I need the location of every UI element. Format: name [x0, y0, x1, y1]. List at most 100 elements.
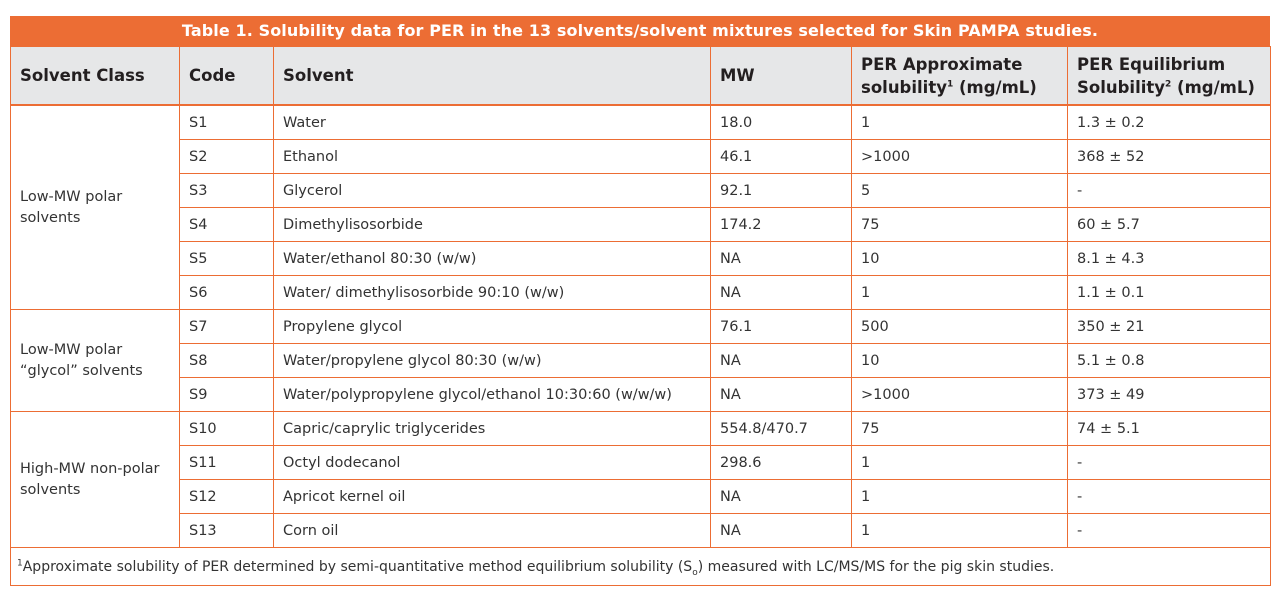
mw-cell: 174.2: [710, 207, 852, 242]
code-cell: S4: [179, 207, 274, 242]
approx-cell: 1: [851, 513, 1068, 548]
header-solvent: Solvent: [273, 46, 711, 106]
approx-cell: 1: [851, 479, 1068, 514]
eq-cell: 368 ± 52: [1067, 139, 1271, 174]
solvent-cell: Ethanol: [273, 139, 711, 174]
solvent-cell: Water/propylene glycol 80:30 (w/w): [273, 343, 711, 378]
footnote-text-a: Approximate solubility of PER determined…: [22, 558, 693, 575]
table-row: Low-MW polar solvents S1 Water 18.0 1 1.3…: [10, 104, 1271, 310]
mw-cell: NA: [710, 377, 852, 412]
solvent-cell: Glycerol: [273, 173, 711, 208]
code-cell: S2: [179, 139, 274, 174]
solvent-cell: Octyl dodecanol: [273, 445, 711, 480]
approx-cell: 75: [851, 207, 1068, 242]
approx-cell: 1: [851, 275, 1068, 310]
class-label-line1: Low-MW polar: [20, 341, 123, 358]
header-mw: MW: [710, 46, 852, 106]
mw-cell: NA: [710, 513, 852, 548]
eq-cell: 74 ± 5.1: [1067, 411, 1271, 446]
header-solvent-class: Solvent Class: [10, 46, 180, 106]
solvent-cell: Water/ethanol 80:30 (w/w): [273, 241, 711, 276]
solvent-cell: Corn oil: [273, 513, 711, 548]
code-cell: S13: [179, 513, 274, 548]
solvent-cell: Dimethylisosorbide: [273, 207, 711, 242]
eq-cell: 350 ± 21: [1067, 309, 1271, 344]
mw-cell: 46.1: [710, 139, 852, 174]
code-cell: S12: [179, 479, 274, 514]
table-title: Table 1. Solubility data for PER in the …: [10, 16, 1270, 46]
eq-cell: -: [1067, 173, 1271, 208]
eq-cell: 5.1 ± 0.8: [1067, 343, 1271, 378]
solubility-table-figure: Table 1. Solubility data for PER in the …: [10, 16, 1271, 586]
table-row: S11 Octyl dodecanol 298.6 1 -: [11, 445, 1271, 480]
approx-cell: >1000: [851, 139, 1068, 174]
approx-cell: 5: [851, 173, 1068, 208]
solvent-class-cell: High-MW non-polar solvents: [10, 411, 180, 548]
code-cell: S11: [179, 445, 274, 480]
header-eq-sup: 2: [1165, 79, 1172, 89]
eq-cell: 60 ± 5.7: [1067, 207, 1271, 242]
code-cell: S1: [179, 104, 274, 140]
footnote-text-b: ) measured with LC/MS/MS for the pig ski…: [697, 558, 1055, 575]
solvent-class-cell: Low-MW polar solvents: [10, 104, 180, 310]
footnote-row: 1Approximate solubility of PER determine…: [10, 547, 1271, 586]
header-row: Solvent Class Code Solvent MW PER Approx…: [10, 46, 1271, 106]
approx-cell: 1: [851, 104, 1068, 140]
approx-cell: 10: [851, 241, 1068, 276]
eq-cell: 1.1 ± 0.1: [1067, 275, 1271, 310]
mw-cell: 92.1: [710, 173, 852, 208]
mw-cell: 18.0: [710, 104, 852, 140]
header-equilibrium-solubility: PER Equilibrium Solubility2 (mg/mL): [1067, 46, 1271, 106]
eq-cell: -: [1067, 445, 1271, 480]
code-cell: S5: [179, 241, 274, 276]
header-approx-line2: solubility: [861, 77, 947, 97]
header-approx-line1: PER Approximate: [861, 54, 1023, 74]
solvent-cell: Propylene glycol: [273, 309, 711, 344]
table-row: S13 Corn oil NA 1 -: [11, 513, 1271, 548]
header-eq-line2: Solubility: [1077, 77, 1166, 97]
footnote: 1Approximate solubility of PER determine…: [10, 547, 1271, 586]
mw-cell: NA: [710, 275, 852, 310]
header-approx-unit: (mg/mL): [953, 77, 1037, 97]
mw-cell: 554.8/470.7: [710, 411, 852, 446]
mw-cell: 298.6: [710, 445, 852, 480]
eq-cell: -: [1067, 513, 1271, 548]
solvent-cell: Apricot kernel oil: [273, 479, 711, 514]
eq-cell: -: [1067, 479, 1271, 514]
solvent-class-cell: Low-MW polar “glycol” solvents: [10, 309, 180, 412]
code-cell: S9: [179, 377, 274, 412]
footnote-sub: o: [692, 567, 698, 578]
table-row: S5 Water/ethanol 80:30 (w/w) NA 10 8.1 ±…: [11, 241, 1271, 276]
class-label-line1: Low-MW polar: [20, 188, 123, 205]
header-code: Code: [179, 46, 274, 106]
mw-cell: NA: [710, 241, 852, 276]
table-row: Low-MW polar “glycol” solvents S7 Propyle…: [10, 309, 1271, 412]
class-label-line2: solvents: [20, 209, 81, 226]
table-row: S9 Water/polypropylene glycol/ethanol 10…: [11, 377, 1271, 412]
table-row: S2 Ethanol 46.1 >1000 368 ± 52: [11, 139, 1271, 174]
mw-cell: NA: [710, 479, 852, 514]
eq-cell: 8.1 ± 4.3: [1067, 241, 1271, 276]
header-eq-unit: (mg/mL): [1171, 77, 1255, 97]
header-approx-solubility: PER Approximate solubility1 (mg/mL): [851, 46, 1068, 106]
table-row: S6 Water/ dimethylisosorbide 90:10 (w/w)…: [11, 275, 1271, 310]
header-approx-sup: 1: [946, 79, 954, 89]
approx-cell: 10: [851, 343, 1068, 378]
table-row: S4 Dimethylisosorbide 174.2 75 60 ± 5.7: [11, 207, 1271, 242]
code-cell: S6: [179, 275, 274, 310]
approx-cell: 1: [851, 445, 1068, 480]
class-label-line2: solvents: [20, 481, 81, 498]
table-row: S12 Apricot kernel oil NA 1 -: [11, 479, 1271, 514]
class-label-line1: High-MW non-polar: [20, 460, 160, 477]
code-cell: S8: [179, 343, 274, 378]
footnote-sup: 1: [17, 557, 23, 568]
eq-cell: 373 ± 49: [1067, 377, 1271, 412]
class-label-line2: “glycol” solvents: [20, 362, 143, 379]
table-row: High-MW non-polar solvents S10 Capric/cap…: [10, 411, 1271, 548]
solvent-cell: Water/polypropylene glycol/ethanol 10:30…: [273, 377, 711, 412]
table-row: S8 Water/propylene glycol 80:30 (w/w) NA…: [11, 343, 1271, 378]
mw-cell: 76.1: [710, 309, 852, 344]
solvent-cell: Water: [273, 104, 711, 140]
table-row: S3 Glycerol 92.1 5 -: [11, 173, 1271, 208]
eq-cell: 1.3 ± 0.2: [1067, 104, 1271, 140]
